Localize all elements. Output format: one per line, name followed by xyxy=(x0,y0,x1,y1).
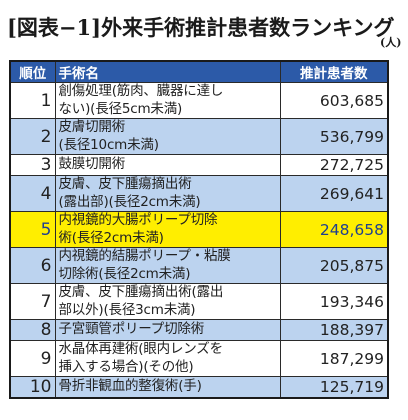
unit-label: (人) xyxy=(380,36,402,49)
procedure-line: 水晶体再建術(眼内レンズを xyxy=(58,341,224,358)
procedure-cell: 水晶体再建術(眼内レンズを 挿入する場合)(その他) xyxy=(54,340,281,377)
rank-cell: 3 xyxy=(9,154,56,176)
count-cell: 248,658 xyxy=(279,211,389,248)
procedure-line: 鼓膜切開術 xyxy=(58,156,126,173)
table-row: 6 内視鏡的結腸ポリープ・粘膜 切除術(長径2cm未満) 205,875 xyxy=(9,247,389,284)
procedure-line: 皮膚切開術 xyxy=(58,119,126,136)
table-row: 10 骨折非観血的整復術(手) 125,719 xyxy=(9,376,389,399)
procedure-line: 切除術(長径2cm未満) xyxy=(58,265,191,282)
rank-cell: 1 xyxy=(9,82,56,119)
rank-cell: 7 xyxy=(9,283,56,320)
header-rank: 順位 xyxy=(9,60,56,83)
procedure-cell: 骨折非観血的整復術(手) xyxy=(54,376,281,399)
procedure-line: ない)(長径5cm未満) xyxy=(58,100,183,117)
procedure-line: 術(長径2cm未満) xyxy=(58,229,164,246)
table-row: 3 鼓膜切開術 272,725 xyxy=(9,154,389,176)
count-cell: 205,875 xyxy=(279,247,389,284)
procedure-cell: 内視鏡的結腸ポリープ・粘膜 切除術(長径2cm未満) xyxy=(54,247,281,284)
rank-cell: 6 xyxy=(9,247,56,284)
count-cell: 269,641 xyxy=(279,175,389,212)
procedure-line: 部以外)(長径3cm未満) xyxy=(58,301,196,318)
procedure-cell: 鼓膜切開術 xyxy=(54,154,281,176)
procedure-line: 皮膚、皮下腫瘍摘出術(露出 xyxy=(58,284,224,301)
ranking-table: 順位 手術名 推計患者数 1 創傷処理(筋肉、臓器に達し ない)(長径5cm未満… xyxy=(9,60,389,399)
procedure-line: 挿入する場合)(その他) xyxy=(58,358,194,375)
table-row-highlighted: 5 内視鏡的大腸ポリープ切除 術(長径2cm未満) 248,658 xyxy=(9,211,389,248)
count-cell: 193,346 xyxy=(279,283,389,320)
procedure-line: 骨折非観血的整復術(手) xyxy=(58,378,202,395)
count-cell: 188,397 xyxy=(279,319,389,341)
rank-cell: 10 xyxy=(9,376,56,399)
procedure-cell: 内視鏡的大腸ポリープ切除 術(長径2cm未満) xyxy=(54,211,281,248)
table-header-row: 順位 手術名 推計患者数 xyxy=(9,60,389,83)
table-row: 8 子宮頸管ポリープ切除術 188,397 xyxy=(9,319,389,341)
rank-cell: 8 xyxy=(9,319,56,341)
procedure-line: 内視鏡的結腸ポリープ・粘膜 xyxy=(58,248,231,265)
rank-cell: 5 xyxy=(9,211,56,248)
procedure-line: 皮膚、皮下腫瘍摘出術 xyxy=(58,176,192,193)
rank-cell: 4 xyxy=(9,175,56,212)
header-procedure: 手術名 xyxy=(54,60,281,83)
count-cell: 125,719 xyxy=(279,376,389,399)
procedure-cell: 皮膚、皮下腫瘍摘出術 (露出部)(長径2cm未満) xyxy=(54,175,281,212)
figure-title: [図表−1]外来手術推計患者数ランキング xyxy=(7,15,395,40)
count-cell: 603,685 xyxy=(279,82,389,119)
table-row: 1 創傷処理(筋肉、臓器に達し ない)(長径5cm未満) 603,685 xyxy=(9,82,389,119)
header-count: 推計患者数 xyxy=(279,60,389,83)
procedure-cell: 子宮頸管ポリープ切除術 xyxy=(54,319,281,341)
procedure-line: 創傷処理(筋肉、臓器に達し xyxy=(58,83,224,100)
procedure-line: (長径10cm未満) xyxy=(58,136,159,153)
procedure-line: (露出部)(長径2cm未満) xyxy=(58,193,201,210)
table-row: 2 皮膚切開術 (長径10cm未満) 536,799 xyxy=(9,118,389,155)
count-cell: 187,299 xyxy=(279,340,389,377)
count-cell: 272,725 xyxy=(279,154,389,176)
procedure-cell: 皮膚切開術 (長径10cm未満) xyxy=(54,118,281,155)
table-row: 7 皮膚、皮下腫瘍摘出術(露出 部以外)(長径3cm未満) 193,346 xyxy=(9,283,389,320)
procedure-line: 子宮頸管ポリープ切除術 xyxy=(58,321,205,338)
procedure-line: 内視鏡的大腸ポリープ切除 xyxy=(58,212,218,229)
rank-cell: 9 xyxy=(9,340,56,377)
procedure-cell: 創傷処理(筋肉、臓器に達し ない)(長径5cm未満) xyxy=(54,82,281,119)
rank-cell: 2 xyxy=(9,118,56,155)
table-row: 4 皮膚、皮下腫瘍摘出術 (露出部)(長径2cm未満) 269,641 xyxy=(9,175,389,212)
table-row: 9 水晶体再建術(眼内レンズを 挿入する場合)(その他) 187,299 xyxy=(9,340,389,377)
procedure-cell: 皮膚、皮下腫瘍摘出術(露出 部以外)(長径3cm未満) xyxy=(54,283,281,320)
count-cell: 536,799 xyxy=(279,118,389,155)
